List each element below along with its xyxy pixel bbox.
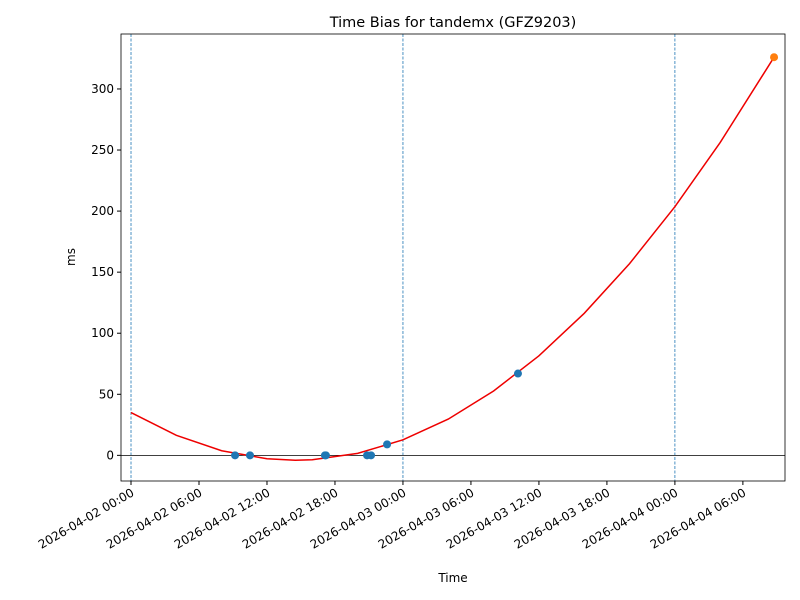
y-tick-label: 200 bbox=[91, 204, 114, 218]
plot-frame bbox=[120, 33, 786, 482]
data-point bbox=[770, 53, 779, 62]
data-point bbox=[513, 369, 522, 378]
data-point bbox=[367, 451, 376, 460]
y-tick-label: 0 bbox=[106, 448, 114, 462]
fit-line bbox=[130, 56, 775, 461]
y-axis-label: ms bbox=[64, 248, 78, 266]
data-point bbox=[245, 451, 254, 460]
data-point bbox=[383, 440, 392, 449]
y-tick-label: 300 bbox=[91, 82, 114, 96]
y-tick-label: 100 bbox=[91, 326, 114, 340]
data-point bbox=[321, 451, 330, 460]
chart-title: Time Bias for tandemx (GFZ9203) bbox=[329, 15, 577, 31]
data-point bbox=[231, 451, 240, 460]
x-axis-label: Time bbox=[437, 571, 467, 585]
y-tick-label: 50 bbox=[99, 387, 114, 401]
y-tick-label: 150 bbox=[91, 265, 114, 279]
y-tick-label: 250 bbox=[91, 143, 114, 157]
